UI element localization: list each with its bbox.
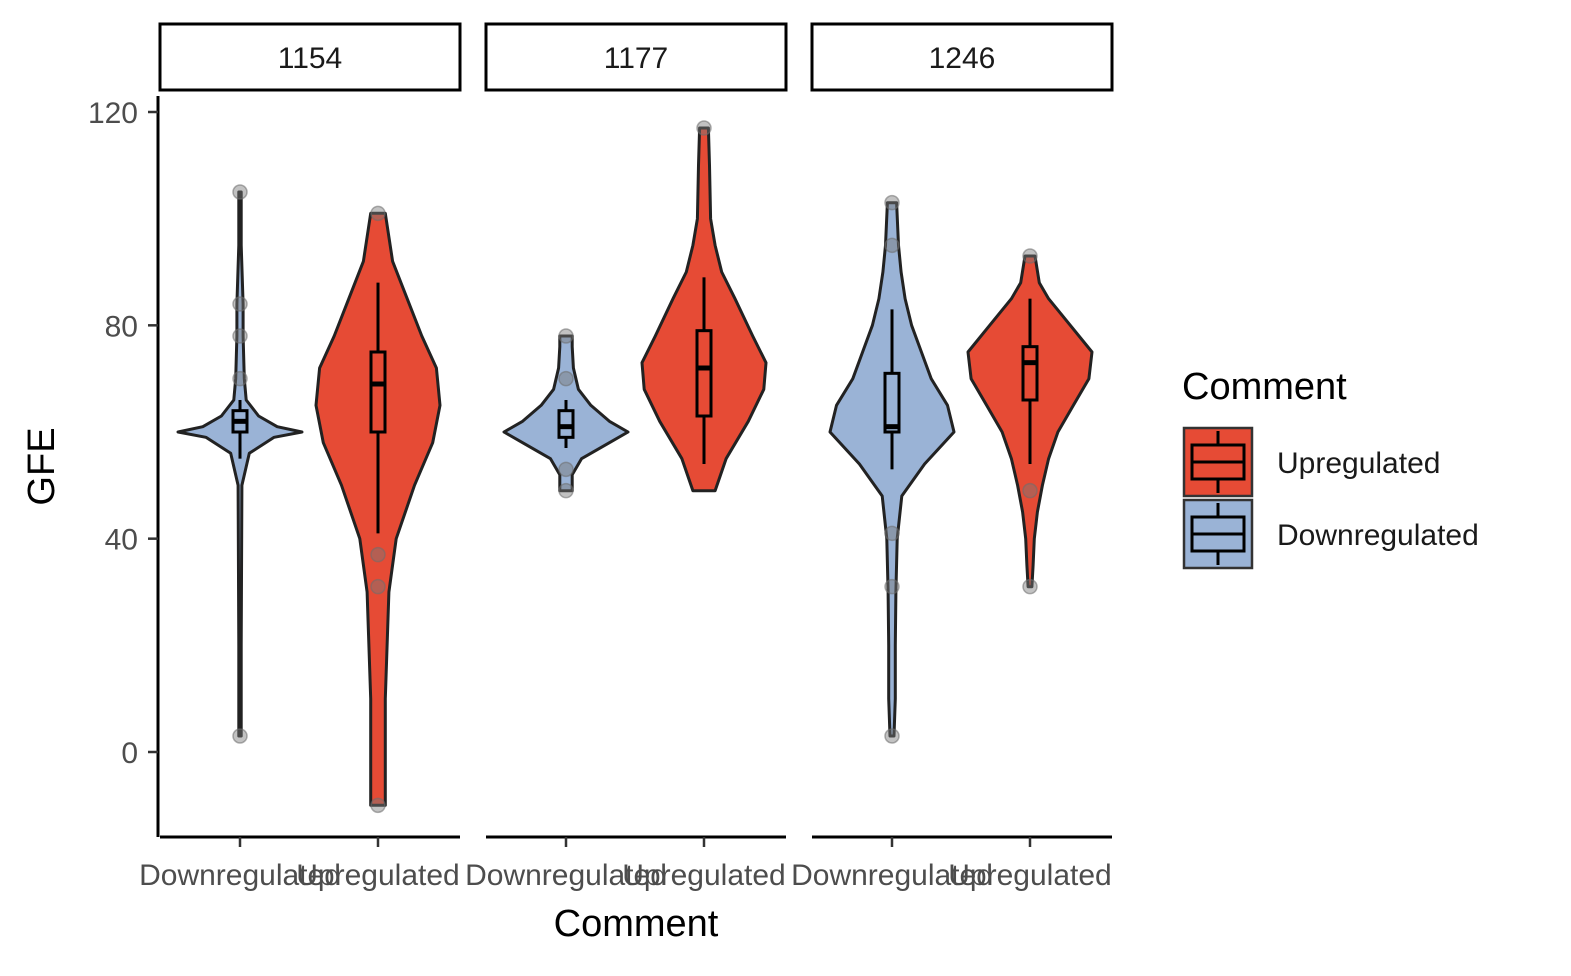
panel-1246-downregulated-point-0: [884, 728, 900, 744]
panel-1154-downregulated-point-2: [232, 328, 248, 344]
panel-1177-upregulated-box: [695, 329, 713, 418]
legend: Comment Upregulated Downregulated: [1182, 366, 1479, 570]
panel-1177-upregulated-x-tick-label: Upregulated: [622, 859, 785, 892]
x-axis-title: Comment: [554, 903, 719, 945]
y-tick-label-80: 80: [105, 310, 138, 343]
panel-1246-upregulated-point-2: [1022, 248, 1038, 264]
panel-1177-downregulated-point-3: [558, 328, 574, 344]
y-tick-label-120: 120: [88, 97, 138, 130]
panel-1154-upregulated-point-1: [370, 578, 386, 595]
panel-1177-upregulated-point-0: [696, 120, 712, 136]
panel-1246-upregulated-point-0: [1022, 578, 1038, 595]
panel-1177-downregulated-point-2: [558, 370, 574, 387]
panel-1154-downregulated-point-3: [232, 296, 248, 312]
panel-1154-upregulated-point-3: [370, 205, 386, 222]
legend-label-upregulated: Upregulated: [1277, 447, 1440, 480]
y-axis-title: GFE: [21, 427, 63, 505]
strip-label-1154: 1154: [278, 42, 343, 75]
panel-1177-downregulated-x-tick-label: Downregulated: [465, 859, 667, 892]
strip-label-1246: 1246: [929, 42, 996, 75]
panel-1177-downregulated-box: [557, 409, 575, 439]
strip-1246: [810, 22, 1114, 92]
y-tick-label-0: 0: [121, 737, 138, 770]
panel-1154-downregulated-x-tick-label: Downregulated: [139, 859, 341, 892]
panel-1246-downregulated-x-tick-label: Downregulated: [791, 859, 993, 892]
panel-1154-downregulated-violin: [176, 190, 304, 738]
panel-1154-downregulated-point-1: [232, 370, 248, 387]
panel-1246-downregulated-point-1: [884, 578, 900, 595]
strip-1177: [484, 22, 788, 92]
y-tick-label-40: 40: [105, 524, 138, 557]
legend-title: Comment: [1182, 366, 1347, 408]
panel-1154-upregulated-point-2: [370, 546, 386, 563]
strip-1154: [158, 22, 462, 92]
panel-1177-downregulated-point-0: [558, 482, 574, 499]
panel-1154-downregulated-point-0: [232, 728, 248, 744]
panel-1246-upregulated-point-1: [1022, 482, 1038, 499]
panel-1154-downregulated-point-4: [232, 184, 248, 200]
panel-1154-upregulated-box: [369, 350, 387, 434]
panel-1246-downregulated-point-4: [884, 194, 900, 211]
panel-1246-downregulated-violin: [828, 201, 956, 738]
panel-1246-upregulated-x-tick-label: Upregulated: [948, 859, 1111, 892]
panel-1177-downregulated-point-1: [558, 461, 574, 478]
panel-1246-upregulated-box: [1021, 345, 1039, 402]
panel-1154-upregulated-x-tick-label: Upregulated: [296, 859, 459, 892]
panel-1154-upregulated-point-0: [370, 797, 386, 814]
panel-1246-downregulated-point-2: [884, 525, 900, 542]
panel-1246-downregulated-point-3: [884, 237, 900, 254]
panel-1246-downregulated-box: [883, 371, 901, 434]
strip-label-1177: 1177: [604, 42, 669, 75]
legend-label-downregulated: Downregulated: [1277, 519, 1479, 552]
